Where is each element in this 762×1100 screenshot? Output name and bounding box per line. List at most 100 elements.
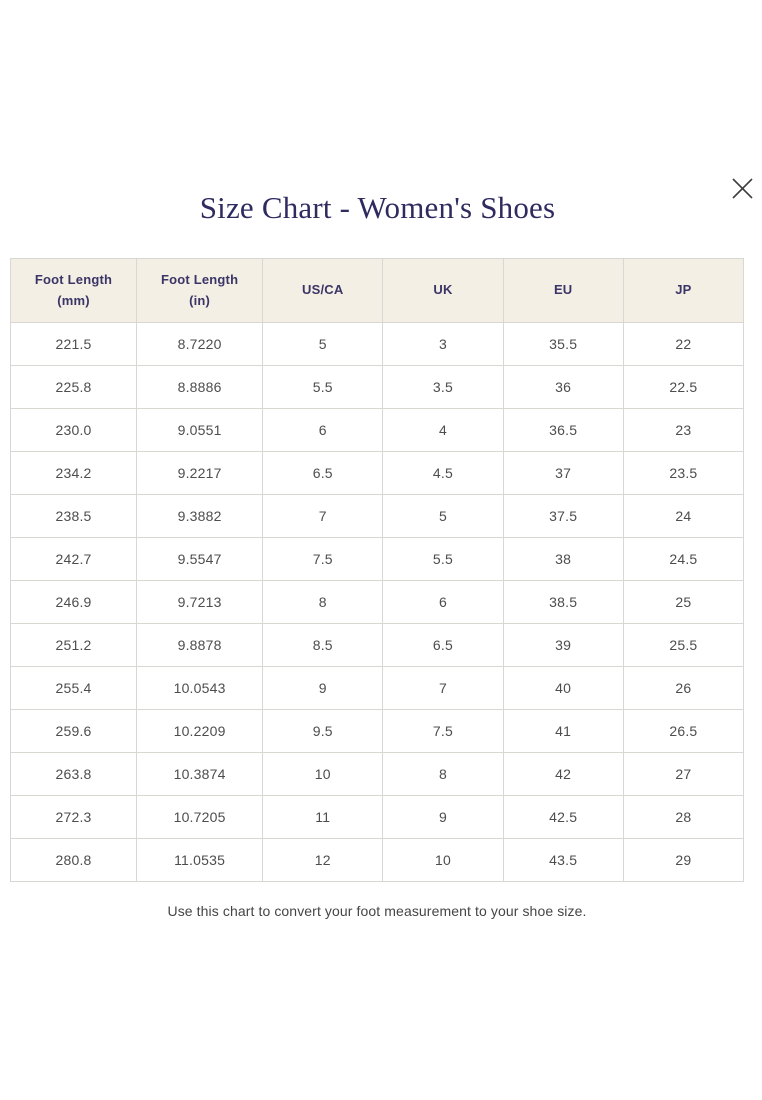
table-header-cell: JP xyxy=(622,258,745,323)
close-icon xyxy=(731,177,754,200)
table-cell: 42 xyxy=(502,752,624,796)
table-cell: 38 xyxy=(502,537,624,581)
table-header-cell: Foot Length (mm) xyxy=(9,258,138,323)
table-cell: 41 xyxy=(502,709,624,753)
table-row: 230.0 9.0551 6 4 36.5 23 xyxy=(9,408,745,452)
table-cell: 7.5 xyxy=(382,709,504,753)
table-cell: 7.5 xyxy=(262,537,384,581)
table-cell: 42.5 xyxy=(502,795,624,839)
table-cell: 263.8 xyxy=(9,752,138,796)
table-row: 221.5 8.7220 5 3 35.5 22 xyxy=(9,322,745,366)
table-cell: 238.5 xyxy=(9,494,138,538)
table-cell: 280.8 xyxy=(9,838,138,882)
table-cell: 8.7220 xyxy=(136,322,264,366)
table-row: 225.8 8.8886 5.5 3.5 36 22.5 xyxy=(9,365,745,409)
table-cell: 6.5 xyxy=(382,623,504,667)
size-table-body: 221.5 8.7220 5 3 35.5 22 225.8 8.8886 5.5 3.5 36 22… xyxy=(9,322,745,882)
table-cell: 25.5 xyxy=(622,623,745,667)
table-cell: 10 xyxy=(262,752,384,796)
table-cell: 35.5 xyxy=(502,322,624,366)
table-header-row: Foot Length (mm) Foot Length (in) US/CA UK E… xyxy=(9,258,745,323)
table-cell: 12 xyxy=(262,838,384,882)
table-cell: 10.0543 xyxy=(136,666,264,710)
table-cell: 5 xyxy=(382,494,504,538)
table-row: 251.2 9.8878 8.5 6.5 39 25.5 xyxy=(9,623,745,667)
table-cell: 9 xyxy=(262,666,384,710)
table-cell: 10.7205 xyxy=(136,795,264,839)
table-cell: 10.2209 xyxy=(136,709,264,753)
footer-note: Use this chart to convert your foot meas… xyxy=(167,903,587,919)
table-cell: 25 xyxy=(622,580,745,624)
table-cell: 230.0 xyxy=(9,408,138,452)
table-cell: 5.5 xyxy=(382,537,504,581)
table-cell: 221.5 xyxy=(9,322,138,366)
table-cell: 255.4 xyxy=(9,666,138,710)
table-cell: 28 xyxy=(622,795,745,839)
table-row: 246.9 9.7213 8 6 38.5 25 xyxy=(9,580,745,624)
table-cell: 8.5 xyxy=(262,623,384,667)
table-cell: 11 xyxy=(262,795,384,839)
table-cell: 8.8886 xyxy=(136,365,264,409)
table-cell: 38.5 xyxy=(502,580,624,624)
size-chart-table: Foot Length (mm) Foot Length (in) US/CA UK E… xyxy=(9,258,745,882)
table-row: 263.8 10.3874 10 8 42 27 xyxy=(9,752,745,796)
table-header-cell: US/CA xyxy=(262,258,384,323)
table-cell: 242.7 xyxy=(9,537,138,581)
table-cell: 36.5 xyxy=(502,408,624,452)
table-cell: 234.2 xyxy=(9,451,138,495)
table-cell: 22.5 xyxy=(622,365,745,409)
table-cell: 37 xyxy=(502,451,624,495)
table-cell: 5 xyxy=(262,322,384,366)
table-cell: 22 xyxy=(622,322,745,366)
table-cell: 43.5 xyxy=(502,838,624,882)
table-cell: 3.5 xyxy=(382,365,504,409)
table-cell: 29 xyxy=(622,838,745,882)
table-row: 242.7 9.5547 7.5 5.5 38 24.5 xyxy=(9,537,745,581)
table-cell: 36 xyxy=(502,365,624,409)
table-cell: 39 xyxy=(502,623,624,667)
table-cell: 3 xyxy=(382,322,504,366)
table-row: 259.6 10.2209 9.5 7.5 41 26.5 xyxy=(9,709,745,753)
table-cell: 10.3874 xyxy=(136,752,264,796)
table-cell: 9.2217 xyxy=(136,451,264,495)
table-row: 272.3 10.7205 11 9 42.5 28 xyxy=(9,795,745,839)
table-cell: 6 xyxy=(262,408,384,452)
table-cell: 225.8 xyxy=(9,365,138,409)
page-title: Size Chart - Women's Shoes xyxy=(199,190,556,225)
table-cell: 37.5 xyxy=(502,494,624,538)
table-cell: 27 xyxy=(622,752,745,796)
table-cell: 246.9 xyxy=(9,580,138,624)
table-cell: 23.5 xyxy=(622,451,745,495)
table-cell: 24 xyxy=(622,494,745,538)
table-cell: 26 xyxy=(622,666,745,710)
table-cell: 6.5 xyxy=(262,451,384,495)
close-button[interactable] xyxy=(726,172,758,204)
table-cell: 24.5 xyxy=(622,537,745,581)
table-cell: 9.3882 xyxy=(136,494,264,538)
table-cell: 4.5 xyxy=(382,451,504,495)
table-cell: 10 xyxy=(382,838,504,882)
table-cell: 23 xyxy=(622,408,745,452)
table-header-cell: Foot Length (in) xyxy=(136,258,264,323)
table-cell: 259.6 xyxy=(9,709,138,753)
table-cell: 4 xyxy=(382,408,504,452)
table-cell: 8 xyxy=(382,752,504,796)
table-row: 255.4 10.0543 9 7 40 26 xyxy=(9,666,745,710)
table-cell: 9.7213 xyxy=(136,580,264,624)
table-cell: 26.5 xyxy=(622,709,745,753)
table-cell: 9.8878 xyxy=(136,623,264,667)
table-cell: 6 xyxy=(382,580,504,624)
table-row: 238.5 9.3882 7 5 37.5 24 xyxy=(9,494,745,538)
table-cell: 9 xyxy=(382,795,504,839)
table-row: 234.2 9.2217 6.5 4.5 37 23.5 xyxy=(9,451,745,495)
table-cell: 272.3 xyxy=(9,795,138,839)
table-cell: 7 xyxy=(262,494,384,538)
table-header-cell: UK xyxy=(382,258,504,323)
table-cell: 40 xyxy=(502,666,624,710)
table-header-cell: EU xyxy=(502,258,624,323)
table-cell: 8 xyxy=(262,580,384,624)
table-cell: 9.0551 xyxy=(136,408,264,452)
table-row: 280.8 11.0535 12 10 43.5 29 xyxy=(9,838,745,882)
table-cell: 7 xyxy=(382,666,504,710)
table-cell: 9.5 xyxy=(262,709,384,753)
